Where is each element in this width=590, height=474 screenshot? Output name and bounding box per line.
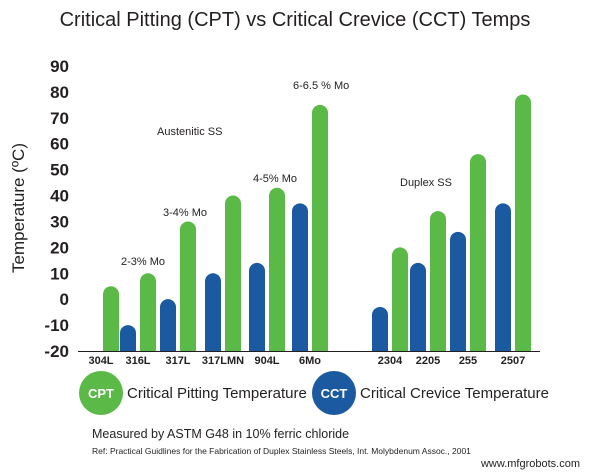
cct-bar <box>160 299 176 351</box>
cpt-legend-icon: CPT <box>79 371 123 415</box>
y-tick-label: -20 <box>44 342 69 361</box>
cpt-bar-base <box>312 341 328 351</box>
cct-bar <box>205 273 221 351</box>
y-tick-label: 30 <box>50 212 69 231</box>
cpt-bar-base <box>103 341 119 351</box>
y-tick-label: 40 <box>50 187 69 206</box>
chart-annotation: Austenitic SS <box>157 126 222 138</box>
y-tick-label: 70 <box>50 109 69 128</box>
cct-bar-base <box>292 341 308 351</box>
x-tick-label: 316L <box>125 355 150 367</box>
cct-bar-base <box>372 341 388 351</box>
cpt-bar <box>180 221 196 351</box>
y-tick-label: 0 <box>60 290 69 309</box>
cpt-bar-base <box>140 341 156 351</box>
cpt-bar-base <box>470 341 486 351</box>
x-tick-label: 317L <box>165 355 190 367</box>
cct-bar <box>410 262 426 351</box>
y-axis-label: Temperature (ºC) <box>9 143 28 273</box>
cct-bar-base <box>205 341 221 351</box>
chart-annotation: 3-4% Mo <box>163 207 207 219</box>
x-tick-label: 317LMN <box>202 355 244 367</box>
chart-title: Critical Pitting (CPT) vs Critical Crevi… <box>59 9 531 31</box>
y-tick-label: -10 <box>44 316 69 335</box>
cpt-bar <box>103 286 119 351</box>
cct-legend-icon: CCT <box>312 371 356 415</box>
cct-bar <box>292 203 308 351</box>
cpt-bar-base <box>515 341 531 351</box>
y-tick-label: 80 <box>50 83 69 102</box>
cct-bar-base <box>410 341 426 351</box>
chart-annotation: Duplex SS <box>400 177 452 189</box>
cct-bar <box>495 203 511 351</box>
y-tick-label: 50 <box>50 161 69 180</box>
cpt-bar-base <box>392 341 408 351</box>
cct-bar <box>372 306 388 351</box>
cpt-legend-label: Critical Pitting Temperature <box>127 384 307 402</box>
y-tick-label: 10 <box>50 264 69 283</box>
chart-annotation: 2-3% Mo <box>121 256 165 268</box>
cct-legend-label: Critical Crevice Temperature <box>360 384 549 402</box>
cpt-bar <box>470 154 486 351</box>
cpt-bar-base <box>225 341 241 351</box>
cct-bar <box>450 231 466 351</box>
legend-cct: CCT Critical Crevice Temperature <box>312 371 549 415</box>
bar-chart: Temperature (ºC) 90 80 70 60 50 40 30 20 10 0 -10 -2… <box>9 57 540 367</box>
x-tick-label: 304L <box>88 355 113 367</box>
cpt-bar-base <box>269 341 285 351</box>
x-tick-label: 6Mo <box>299 355 321 367</box>
cpt-bar-base <box>430 341 446 351</box>
cct-bar-base <box>160 341 176 351</box>
x-tick-label: 904L <box>254 355 279 367</box>
y-tick-label: 20 <box>50 238 69 257</box>
cct-bar-base <box>450 341 466 351</box>
legend-cpt: CPT Critical Pitting Temperature <box>79 371 307 415</box>
cct-bar-base <box>249 341 265 351</box>
chart-annotation: 4-5% Mo <box>253 173 297 185</box>
cct-bar-base <box>495 341 511 351</box>
cpt-bar <box>225 195 241 351</box>
x-tick-label: 2507 <box>501 355 525 367</box>
x-tick-label: 255 <box>459 355 477 367</box>
chart-annotation: 6-6.5 % Mo <box>293 80 349 92</box>
cpt-bar <box>430 211 446 351</box>
x-tick-label: 2205 <box>416 355 440 367</box>
cpt-bar <box>392 247 408 351</box>
reference-note: Ref: Practical Guidlines for the Fabrica… <box>92 446 471 456</box>
cct-bar <box>249 262 265 351</box>
cpt-bar <box>140 273 156 351</box>
cpt-bar-base <box>180 341 196 351</box>
y-tick-label: 60 <box>50 135 69 154</box>
x-tick-label: 2304 <box>378 355 403 367</box>
y-tick-label: 90 <box>50 57 69 76</box>
cpt-bar <box>515 94 531 351</box>
cpt-bar <box>312 104 328 351</box>
footnote: Measured by ASTM G48 in 10% ferric chlor… <box>92 427 350 441</box>
watermark: www.mfgrobots.com <box>480 458 580 470</box>
cct-bar-base <box>120 341 136 351</box>
cpt-bar <box>269 187 285 351</box>
